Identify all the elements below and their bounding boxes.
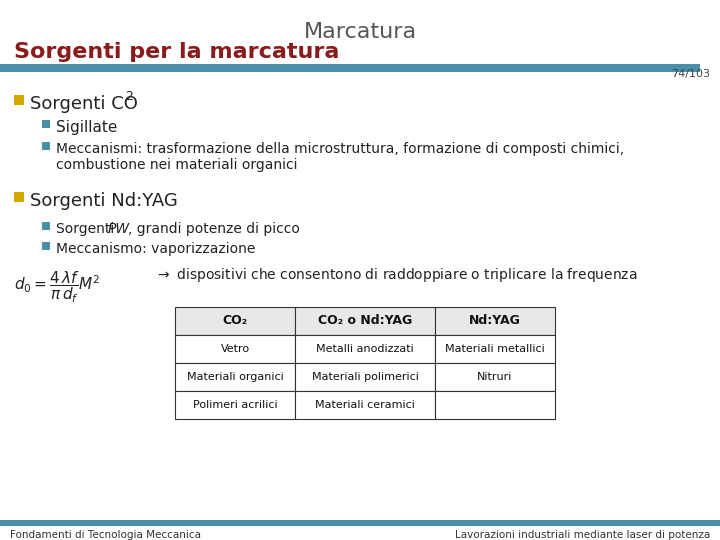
Bar xyxy=(295,307,435,335)
Text: combustione nei materiali organici: combustione nei materiali organici xyxy=(56,158,297,172)
Text: Polimeri acrilici: Polimeri acrilici xyxy=(193,400,277,410)
Text: , grandi potenze di picco: , grandi potenze di picco xyxy=(128,222,300,236)
Text: 2: 2 xyxy=(125,90,133,103)
Text: Nitruri: Nitruri xyxy=(477,372,513,382)
Text: Meccanismo: vaporizzazione: Meccanismo: vaporizzazione xyxy=(56,242,256,256)
Bar xyxy=(175,307,295,335)
Text: Sorgenti Nd:YAG: Sorgenti Nd:YAG xyxy=(30,192,178,210)
Text: Sigillate: Sigillate xyxy=(56,120,117,135)
Text: 74/103: 74/103 xyxy=(671,69,710,79)
Bar xyxy=(0,520,720,526)
Bar xyxy=(435,391,555,419)
Text: $d_0 = \dfrac{4\,\lambda f}{\pi\,d_f} M^2$: $d_0 = \dfrac{4\,\lambda f}{\pi\,d_f} M^… xyxy=(14,270,100,306)
Bar xyxy=(175,335,295,363)
Text: Lavorazioni industriali mediante laser di potenza: Lavorazioni industriali mediante laser d… xyxy=(455,530,710,540)
Bar xyxy=(42,242,50,250)
Bar xyxy=(435,363,555,391)
Text: Nd:YAG: Nd:YAG xyxy=(469,314,521,327)
Text: Materiali metallici: Materiali metallici xyxy=(445,344,545,354)
Bar xyxy=(435,307,555,335)
Bar xyxy=(14,95,24,105)
Bar xyxy=(42,222,50,230)
Bar xyxy=(42,142,50,150)
Text: Materiali ceramici: Materiali ceramici xyxy=(315,400,415,410)
Text: Meccanismi: trasformazione della microstruttura, formazione di composti chimici,: Meccanismi: trasformazione della microst… xyxy=(56,142,624,156)
Bar xyxy=(14,192,24,202)
Bar xyxy=(295,335,435,363)
Bar xyxy=(175,363,295,391)
Text: Vetro: Vetro xyxy=(220,344,250,354)
Bar xyxy=(295,391,435,419)
Text: Sorgenti CO: Sorgenti CO xyxy=(30,95,138,113)
Text: Sorgenti: Sorgenti xyxy=(56,222,119,236)
Text: Materiali polimerici: Materiali polimerici xyxy=(312,372,418,382)
Text: Marcatura: Marcatura xyxy=(303,22,417,42)
Bar xyxy=(0,64,700,72)
Text: $\rightarrow$ dispositivi che consentono di raddoppiare o triplicare la frequenz: $\rightarrow$ dispositivi che consentono… xyxy=(155,266,638,284)
Bar xyxy=(175,391,295,419)
Text: Fondamenti di Tecnologia Meccanica: Fondamenti di Tecnologia Meccanica xyxy=(10,530,201,540)
Text: CO₂ o Nd:YAG: CO₂ o Nd:YAG xyxy=(318,314,412,327)
Text: Materiali organici: Materiali organici xyxy=(186,372,284,382)
Bar xyxy=(295,363,435,391)
Text: Sorgenti per la marcatura: Sorgenti per la marcatura xyxy=(14,42,339,62)
Bar xyxy=(435,335,555,363)
Bar xyxy=(42,120,50,128)
Text: CO₂: CO₂ xyxy=(222,314,248,327)
Text: Metalli anodizzati: Metalli anodizzati xyxy=(316,344,414,354)
Text: PW: PW xyxy=(108,222,130,236)
